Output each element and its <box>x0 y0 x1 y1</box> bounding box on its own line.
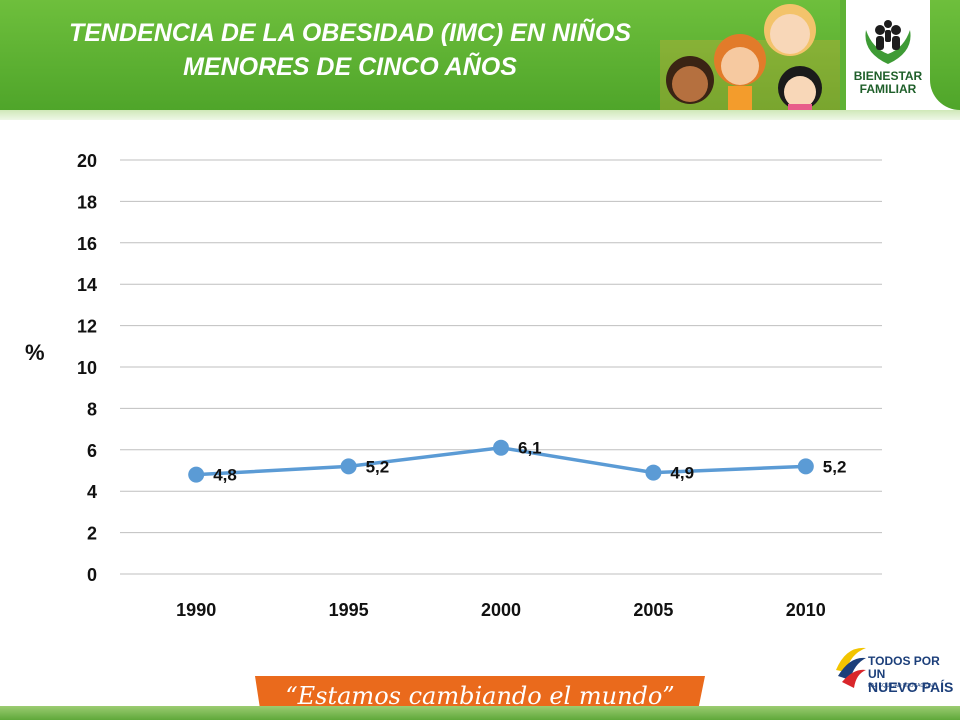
line-chart: 0 2 4 6 8 10 12 14 16 18 20 1990 1995 2000 2005 2010 4… <box>77 151 882 620</box>
y-tick-label: 6 <box>87 441 97 461</box>
data-label: 6,1 <box>518 439 542 458</box>
data-label: 5,2 <box>823 457 847 476</box>
y-axis-label: % <box>25 340 45 365</box>
chart-series <box>188 439 814 483</box>
y-tick-label: 14 <box>77 275 97 295</box>
title-line-1: TENDENCIA DE LA OBESIDAD (IMC) EN NIÑOS <box>68 19 632 47</box>
data-point <box>645 464 662 481</box>
data-label: 5,2 <box>366 457 390 476</box>
chart-gridlines <box>120 159 882 575</box>
todos-logo-line-2: NUEVO PAÍS <box>868 679 954 695</box>
todos-por-un-nuevo-pais-logo-icon <box>836 647 866 688</box>
data-point <box>340 458 357 475</box>
todos-logo-subtitle: PAZ EQUIDAD EDUCACIÓN <box>868 683 933 689</box>
header: TENDENCIA DE LA OBESIDAD (IMC) EN NIÑOS … <box>0 0 960 122</box>
y-tick-label: 0 <box>87 565 97 585</box>
todos-logo-line-1: TODOS POR UN <box>868 654 940 681</box>
y-tick-label: 16 <box>77 234 97 254</box>
y-tick-label: 12 <box>77 317 97 337</box>
logo-line-2: FAMILIAR <box>859 82 917 96</box>
x-tick-label: 1990 <box>176 600 216 620</box>
y-tick-label: 8 <box>87 399 97 419</box>
children-illustration-icon <box>660 4 840 110</box>
y-axis-ticks: 0 2 4 6 8 10 12 14 16 18 20 <box>77 151 97 585</box>
logo-panel-corner <box>930 0 960 110</box>
y-tick-label: 20 <box>77 151 97 171</box>
x-tick-label: 2005 <box>633 600 673 620</box>
data-point <box>797 458 814 475</box>
x-tick-label: 2000 <box>481 600 521 620</box>
x-tick-label: 1995 <box>329 600 369 620</box>
y-tick-label: 18 <box>77 192 97 212</box>
data-label: 4,8 <box>213 466 237 485</box>
data-label: 4,9 <box>670 464 694 483</box>
y-tick-label: 4 <box>87 482 97 502</box>
footer-stripe <box>0 706 960 720</box>
chart-data-labels: 4,8 5,2 6,1 4,9 5,2 <box>213 439 846 485</box>
y-tick-label: 2 <box>87 524 97 544</box>
bienestar-familiar-logo-text: BIENESTAR FAMILIAR <box>846 70 930 96</box>
header-stripe <box>0 110 960 120</box>
bienestar-familiar-logo-icon <box>865 20 911 64</box>
page-title: TENDENCIA DE LA OBESIDAD (IMC) EN NIÑOS … <box>30 16 670 84</box>
data-point <box>188 466 205 483</box>
x-tick-label: 2010 <box>786 600 826 620</box>
todos-logo-text: TODOS POR UN NUEVO PAÍS <box>868 654 960 695</box>
x-axis-ticks: 1990 1995 2000 2005 2010 <box>176 600 826 620</box>
data-point <box>493 439 509 456</box>
title-line-2: MENORES DE CINCO AÑOS <box>183 53 517 81</box>
logo-line-1: BIENESTAR <box>853 69 923 83</box>
slogan-text: “Estamos cambiando el mundo” <box>285 682 675 710</box>
y-tick-label: 10 <box>77 358 97 378</box>
